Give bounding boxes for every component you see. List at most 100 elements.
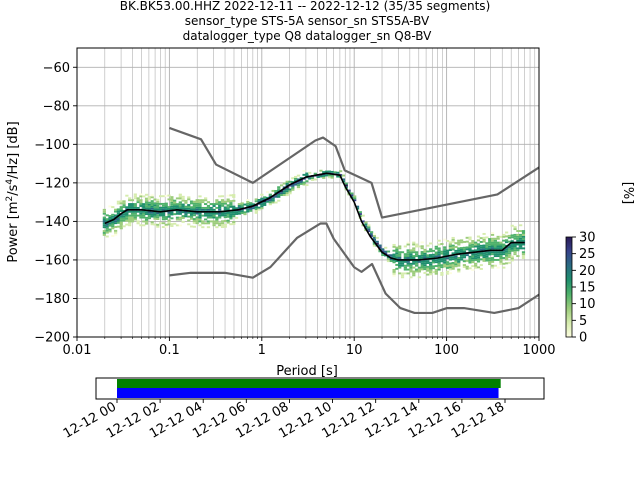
heatmap-cell [454, 259, 458, 262]
heatmap-cell [513, 235, 517, 238]
heatmap-cell [291, 177, 295, 180]
heatmap-cell [493, 251, 497, 254]
heatmap-cell [482, 238, 486, 241]
x-axis-label: Period [s] [276, 364, 338, 379]
heatmap-cell [451, 236, 455, 239]
heatmap-cell [384, 252, 388, 255]
heatmap-cell [465, 246, 469, 249]
heatmap-cell [198, 206, 202, 209]
heatmap-cell [226, 200, 230, 203]
heatmap-cell [493, 237, 497, 240]
heatmap-cell [226, 194, 230, 197]
heatmap-cell [341, 174, 346, 177]
heatmap-cell [260, 207, 264, 210]
noise-model-low-line [169, 222, 540, 315]
heatmap-cell [490, 257, 495, 259]
y-tick-label: −100 [34, 138, 70, 153]
heatmap-cell [417, 255, 422, 258]
heatmap-cell [209, 214, 213, 217]
heatmap-cell [116, 225, 121, 228]
heatmap-cell [218, 214, 222, 217]
heatmap-cell [330, 170, 334, 173]
heatmap-cell [471, 245, 475, 248]
heatmap-cell [479, 264, 483, 267]
heatmap-cell [423, 271, 427, 274]
heatmap-cell [434, 247, 438, 250]
heatmap-cell [164, 206, 168, 209]
heatmap-cell [471, 259, 475, 262]
heatmap-cell [504, 241, 509, 244]
heatmap-cell [144, 199, 149, 202]
heatmap-cell [471, 253, 475, 256]
heatmap-cell [474, 257, 478, 260]
heatmap-cell [521, 233, 526, 236]
heatmap-cell [372, 242, 377, 245]
heatmap-cell [499, 253, 503, 256]
heatmap-cell [479, 267, 483, 270]
heatmap-cell [198, 224, 202, 227]
heatmap-cell [243, 213, 247, 216]
heatmap-cell [111, 227, 115, 230]
heatmap-cell [499, 245, 503, 248]
heatmap-cell [445, 257, 450, 260]
heatmap-cell [105, 220, 109, 223]
heatmap-cell [229, 215, 233, 218]
heatmap-cell [164, 223, 168, 226]
heatmap-cell [443, 257, 447, 260]
mode-line [104, 172, 525, 261]
heatmap-cell [159, 206, 163, 209]
heatmap-cell [220, 204, 225, 207]
x-tick-label: 1 [258, 343, 266, 358]
heatmap-cell [128, 205, 132, 207]
heatmap-cell [268, 193, 272, 196]
heatmap-cell [184, 201, 188, 204]
heatmap-cell [142, 195, 146, 198]
heatmap-cell [119, 213, 123, 216]
heatmap-cell [398, 256, 402, 259]
heatmap-cell [105, 229, 109, 232]
heatmap-cell [437, 239, 441, 242]
heatmap-cell [159, 208, 163, 211]
heatmap-cell [159, 195, 163, 198]
heatmap-cell [164, 194, 168, 197]
heatmap-cell [108, 215, 112, 217]
heatmap-cell [507, 246, 512, 249]
heatmap-cell [192, 212, 196, 215]
heatmap-cell [513, 228, 517, 231]
heatmap-cell [502, 253, 506, 256]
heatmap-cell [398, 262, 402, 265]
heatmap-cell [150, 207, 154, 210]
heatmap-cell [142, 210, 146, 213]
heatmap-cell [102, 226, 106, 229]
colorbar-tick-label: 30 [579, 231, 596, 246]
heatmap-cell [457, 241, 461, 244]
heatmap-cell [232, 213, 236, 216]
heatmap-cell [201, 220, 205, 223]
heatmap-cell [510, 224, 514, 227]
heatmap-cell [240, 206, 244, 209]
heatmap-cell [299, 177, 303, 180]
heatmap-cell [274, 190, 278, 192]
heatmap-cell [462, 264, 467, 267]
heatmap-cell [510, 234, 514, 237]
heatmap-cell [496, 251, 500, 254]
heatmap-cell [471, 240, 475, 242]
heatmap-cell [198, 214, 202, 217]
heatmap-cell [302, 183, 306, 186]
heatmap-cell [102, 210, 106, 213]
heatmap-cell [175, 216, 180, 219]
heatmap-cell [459, 241, 464, 244]
heatmap-cell [201, 222, 205, 225]
heatmap-cell [386, 258, 391, 261]
heatmap-cell [521, 239, 526, 242]
heatmap-cell [139, 210, 143, 213]
heatmap-cell [504, 231, 509, 234]
heatmap-cell [521, 243, 526, 246]
heatmap-cell [429, 255, 433, 258]
y-axis-ticks: −200 −180 −160 −140 −120 −100 −80 −60 [34, 61, 77, 346]
heatmap-cell [485, 242, 489, 245]
heatmap-cell [173, 213, 177, 216]
heatmap-cell [474, 253, 478, 256]
heatmap-cell [496, 255, 500, 258]
heatmap-cell [369, 233, 374, 236]
